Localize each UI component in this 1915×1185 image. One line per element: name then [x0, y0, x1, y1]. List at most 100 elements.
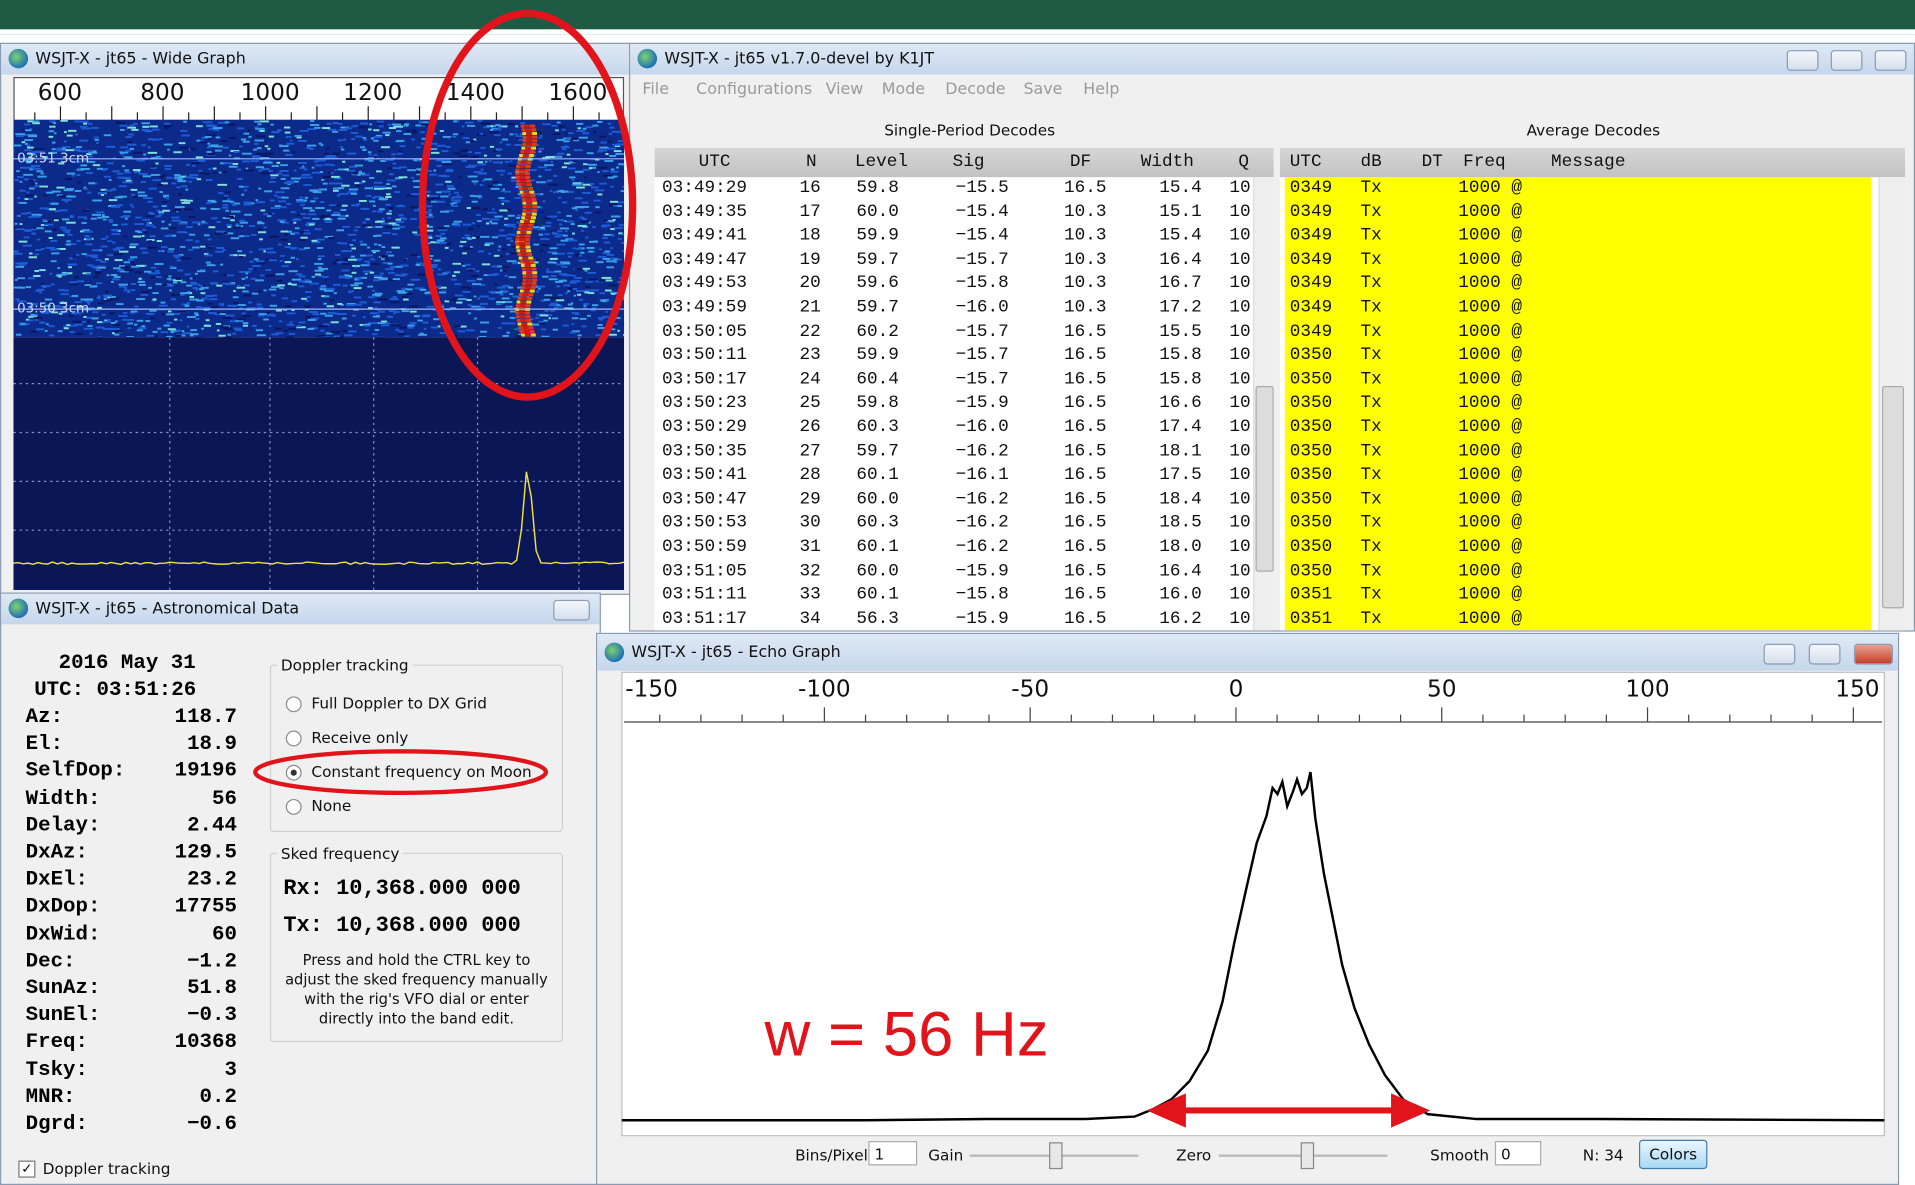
- gain-knob[interactable]: [1049, 1142, 1062, 1169]
- colors-button[interactable]: Colors: [1639, 1140, 1707, 1169]
- radio-label[interactable]: Constant frequency on Moon: [311, 762, 531, 780]
- close-button[interactable]: [553, 600, 590, 621]
- menu-item[interactable]: View: [826, 81, 864, 99]
- noise: [378, 299, 387, 301]
- noise: [257, 221, 262, 223]
- noise: [370, 258, 375, 260]
- noise: [99, 249, 102, 251]
- cell: 17.2: [1159, 298, 1202, 318]
- minimize-button[interactable]: [1787, 50, 1819, 71]
- maximize-button[interactable]: [1809, 644, 1841, 665]
- noise: [335, 254, 340, 256]
- cell: Tx: [1361, 561, 1382, 581]
- noise: [159, 191, 163, 193]
- freq-label: 800: [138, 79, 187, 106]
- close-button[interactable]: [1854, 644, 1893, 665]
- noise: [17, 197, 20, 199]
- smooth-spinbox[interactable]: 0: [1495, 1141, 1541, 1165]
- noise: [348, 325, 351, 327]
- cell: 23: [799, 346, 820, 366]
- maximize-button[interactable]: [1831, 50, 1863, 71]
- noise: [314, 228, 321, 230]
- menu-item[interactable]: Configurations: [696, 81, 812, 99]
- noise: [23, 245, 32, 247]
- noise: [395, 221, 398, 223]
- noise: [281, 178, 286, 180]
- noise: [388, 263, 393, 265]
- noise: [257, 147, 262, 149]
- noise: [392, 233, 398, 235]
- noise: [34, 120, 39, 122]
- noise: [164, 127, 168, 129]
- noise: [320, 288, 327, 290]
- noise: [205, 254, 212, 256]
- cell: 59.9: [856, 226, 899, 246]
- noise: [49, 126, 55, 128]
- noise: [173, 282, 177, 284]
- noise: [149, 310, 156, 312]
- cell: 10.3: [1064, 298, 1107, 318]
- close-button[interactable]: [1875, 50, 1907, 71]
- cell: 18: [799, 226, 820, 246]
- noise: [181, 135, 190, 137]
- checkbox-label[interactable]: Doppler tracking: [43, 1159, 171, 1177]
- menu-item[interactable]: Save: [1023, 81, 1062, 99]
- noise: [284, 127, 290, 129]
- noise: [325, 153, 329, 155]
- noise: [137, 329, 143, 331]
- noise: [224, 195, 229, 197]
- noise: [186, 302, 190, 304]
- cell: Tx: [1361, 370, 1382, 390]
- radio-button[interactable]: [286, 731, 302, 747]
- checkbox[interactable]: ✓: [18, 1161, 35, 1178]
- noise: [225, 210, 229, 212]
- radio-label[interactable]: Full Doppler to DX Grid: [311, 694, 486, 712]
- menu-item[interactable]: File: [642, 81, 669, 99]
- zero-knob[interactable]: [1301, 1142, 1314, 1169]
- noise: [242, 278, 245, 280]
- noise: [32, 214, 40, 216]
- radio-label[interactable]: Receive only: [311, 728, 408, 746]
- minimize-button[interactable]: [1764, 644, 1796, 665]
- noise: [388, 217, 391, 219]
- noise: [269, 325, 272, 327]
- noise: [404, 125, 409, 127]
- noise: [312, 218, 319, 220]
- noise: [359, 182, 363, 184]
- noise: [96, 142, 99, 144]
- noise: [177, 269, 183, 271]
- bins-spinbox[interactable]: 1: [868, 1141, 917, 1165]
- cell: 16.4: [1159, 250, 1202, 270]
- noise: [174, 151, 182, 153]
- noise: [213, 270, 219, 272]
- noise: [331, 176, 340, 178]
- column-header: DT: [1422, 153, 1443, 173]
- noise: [200, 207, 206, 209]
- noise: [34, 319, 39, 321]
- noise: [29, 256, 37, 258]
- cell: 10: [1229, 585, 1250, 605]
- radio-button[interactable]: [286, 765, 302, 781]
- noise: [183, 147, 188, 149]
- noise: [60, 120, 67, 122]
- noise: [237, 127, 244, 129]
- noise: [73, 257, 76, 259]
- noise: [164, 123, 171, 125]
- noise: [270, 174, 278, 176]
- radio-button[interactable]: [286, 696, 302, 712]
- cell: 16.7: [1159, 274, 1202, 294]
- noise: [373, 154, 377, 156]
- noise: [83, 210, 90, 212]
- noise: [87, 264, 92, 266]
- radio-label[interactable]: None: [311, 797, 351, 815]
- noise: [16, 215, 19, 217]
- noise: [277, 173, 282, 175]
- astro-value: 23.2: [187, 869, 237, 892]
- menu-item[interactable]: Decode: [945, 81, 1005, 99]
- noise: [320, 287, 327, 289]
- menu-item[interactable]: Mode: [882, 81, 925, 99]
- menu-item[interactable]: Help: [1083, 81, 1119, 99]
- noise: [331, 172, 334, 174]
- radio-button[interactable]: [286, 799, 302, 815]
- noise: [119, 284, 128, 286]
